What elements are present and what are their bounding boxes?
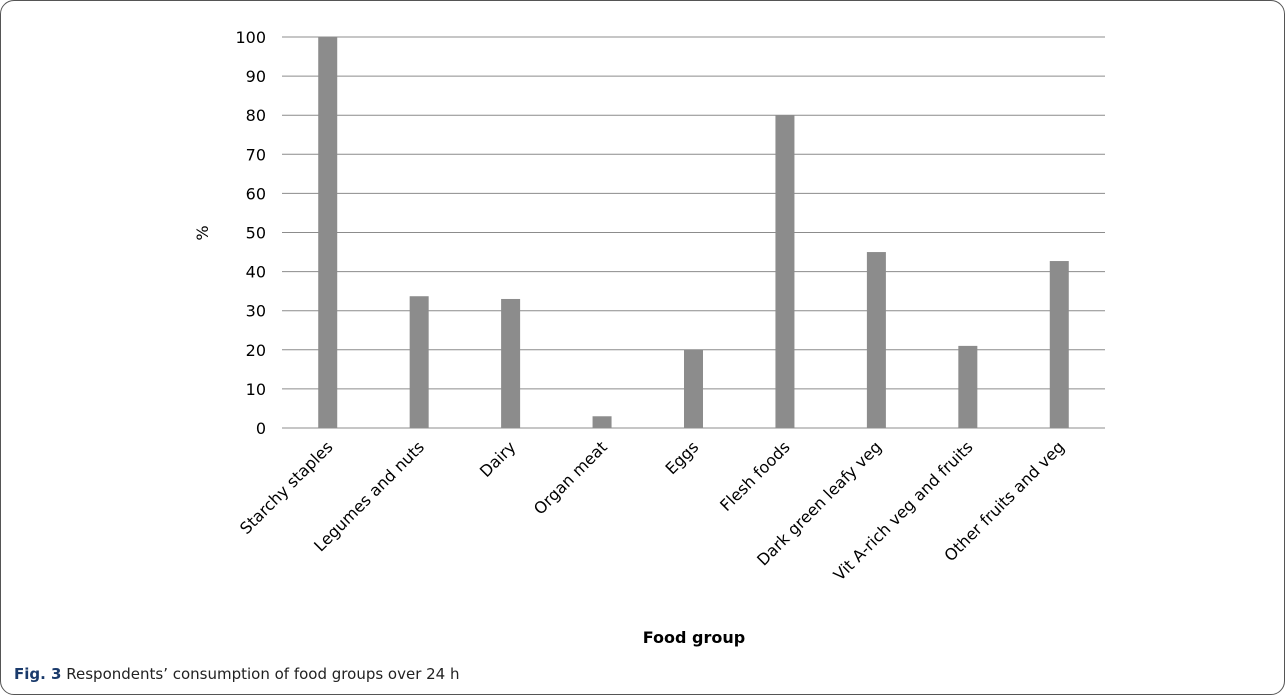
y-tick-label: 0 [256, 419, 266, 438]
bar [775, 115, 795, 428]
bar [409, 296, 429, 428]
bar [866, 252, 886, 428]
x-tick-label: Starchy staples [236, 437, 337, 538]
y-tick-label: 20 [246, 341, 266, 360]
bar [501, 298, 521, 428]
y-tick-label: 100 [235, 28, 266, 47]
bar [592, 416, 612, 428]
x-tick-label: Flesh foods [716, 437, 794, 515]
y-tick-label: 90 [246, 67, 266, 86]
y-tick-label: 30 [246, 302, 266, 321]
caption-text: Respondents’ consumption of food groups … [61, 665, 460, 683]
x-tick-label: Dairy [476, 437, 520, 481]
bar-chart: 0 10 20 30 40 50 60 70 80 90 100 Starchy staplesLe… [193, 28, 1105, 647]
bar [684, 349, 703, 428]
x-tick-label: Organ meat [530, 437, 611, 518]
bar [958, 345, 978, 428]
y-axis-ticks: 0 10 20 30 40 50 60 70 80 90 100 [235, 28, 266, 438]
y-axis-label: % [193, 225, 212, 240]
y-tick-label: 70 [246, 145, 266, 164]
x-axis-label: Food group [643, 628, 745, 647]
caption-label: Fig. 3 [14, 665, 62, 683]
y-tick-label: 50 [246, 224, 266, 243]
y-tick-label: 60 [246, 184, 266, 203]
bar [318, 37, 338, 428]
x-tick-label: Eggs [661, 437, 702, 478]
y-tick-label: 40 [246, 263, 266, 282]
y-tick-label: 80 [246, 106, 266, 125]
figure-caption: Fig. 3 Respondents’ consumption of food … [14, 665, 460, 683]
gridlines [282, 36, 1105, 390]
y-tick-label: 10 [246, 380, 266, 399]
bar [1049, 261, 1069, 428]
bars [318, 37, 1069, 428]
